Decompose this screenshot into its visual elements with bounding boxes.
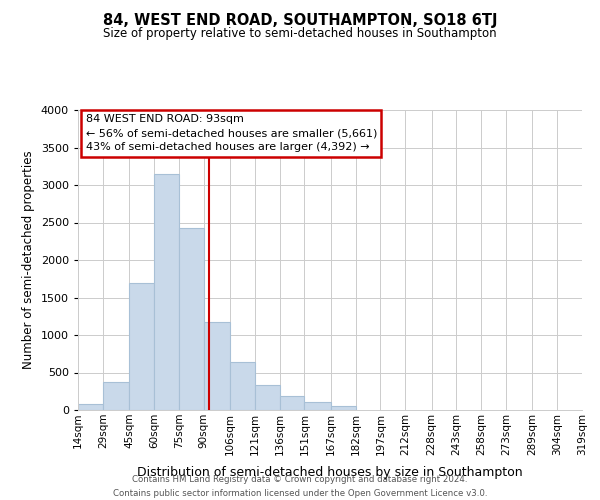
Text: 84, WEST END ROAD, SOUTHAMPTON, SO18 6TJ: 84, WEST END ROAD, SOUTHAMPTON, SO18 6TJ — [103, 12, 497, 28]
Bar — [154, 174, 179, 410]
Text: Contains HM Land Registry data © Crown copyright and database right 2024.
Contai: Contains HM Land Registry data © Crown c… — [113, 476, 487, 498]
Bar — [179, 228, 203, 410]
Bar — [304, 402, 331, 410]
Bar — [280, 396, 304, 410]
Bar — [129, 283, 154, 410]
Bar — [103, 382, 129, 410]
Bar — [331, 406, 356, 410]
Bar — [255, 385, 280, 410]
Y-axis label: Number of semi-detached properties: Number of semi-detached properties — [22, 150, 35, 370]
Bar — [203, 322, 230, 410]
Bar — [230, 362, 255, 410]
X-axis label: Distribution of semi-detached houses by size in Southampton: Distribution of semi-detached houses by … — [137, 466, 523, 479]
Text: Size of property relative to semi-detached houses in Southampton: Size of property relative to semi-detach… — [103, 28, 497, 40]
Bar — [78, 404, 103, 410]
Text: 84 WEST END ROAD: 93sqm
← 56% of semi-detached houses are smaller (5,661)
43% of: 84 WEST END ROAD: 93sqm ← 56% of semi-de… — [86, 114, 377, 152]
